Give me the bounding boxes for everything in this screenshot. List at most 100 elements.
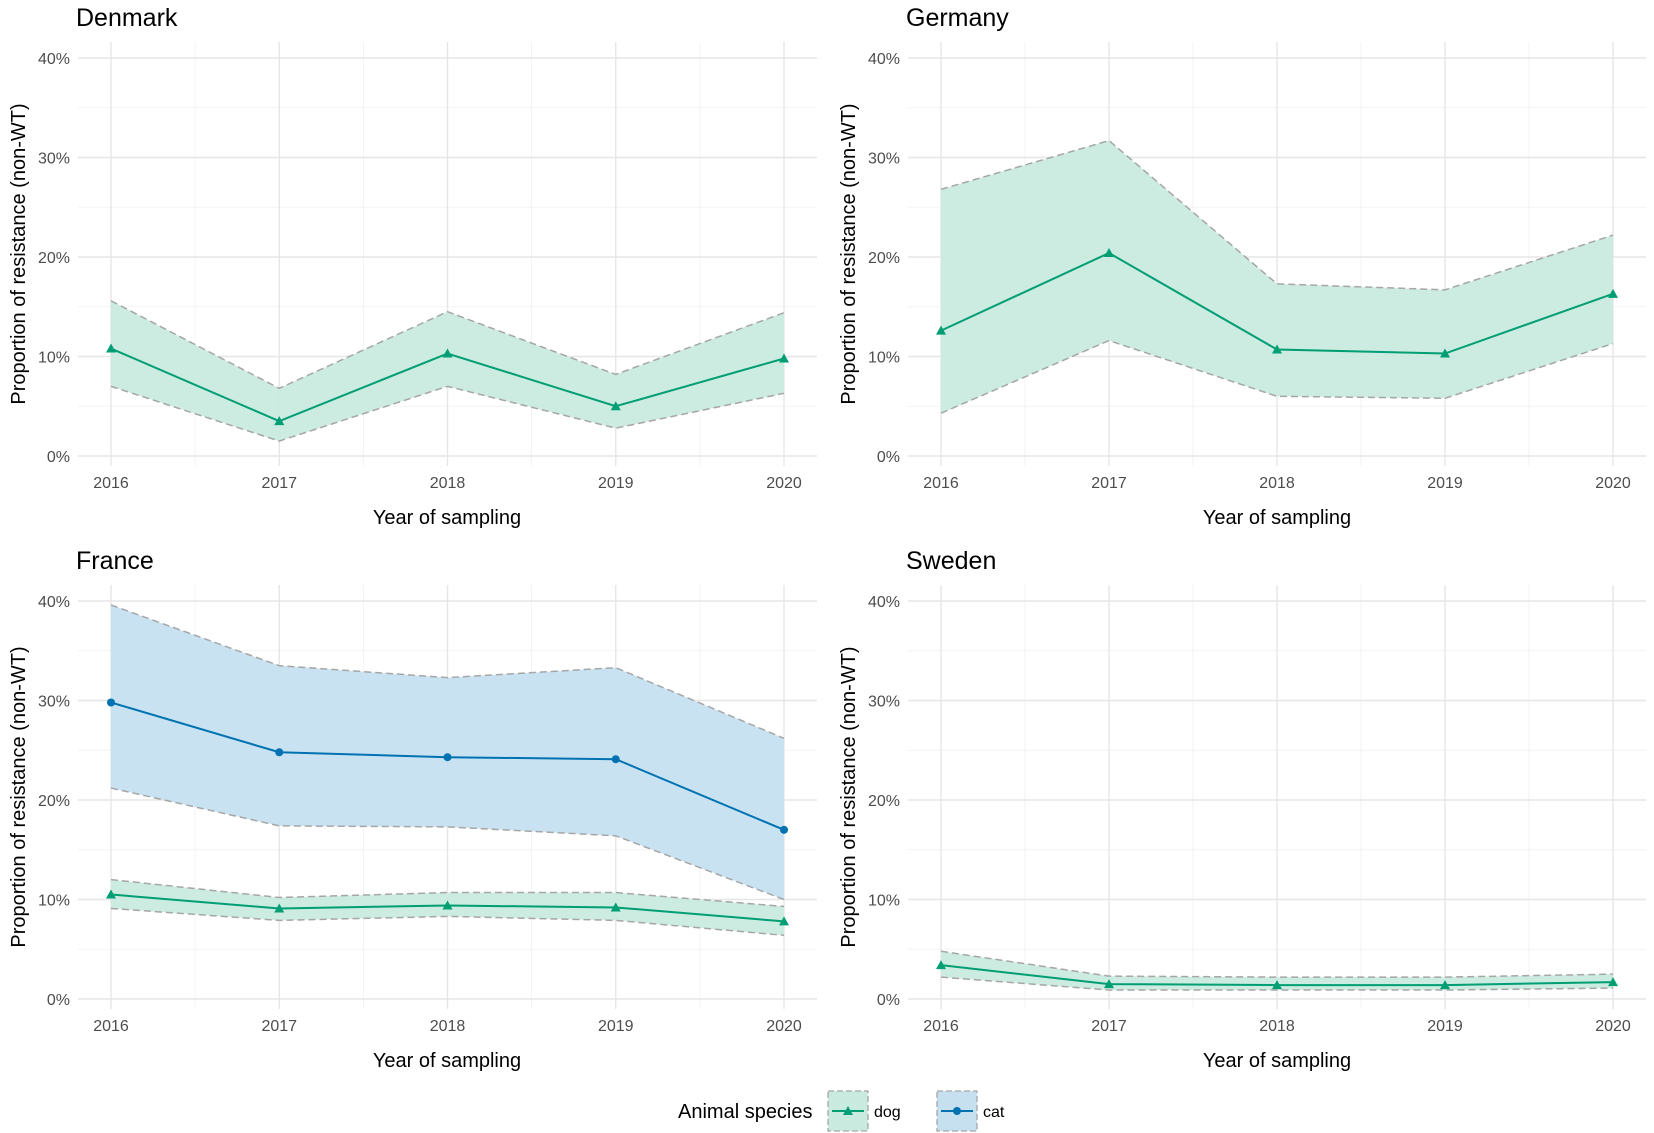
series-dog (936, 950, 1618, 991)
point-cat (780, 825, 788, 834)
point-dog (1440, 980, 1450, 990)
ci-upper-dog (110, 878, 785, 908)
point-dog (106, 889, 116, 899)
ci-upper-cat (110, 604, 785, 740)
series-dog (936, 139, 1618, 414)
x-axis-title: Year of sampling (373, 1050, 521, 1072)
point-cat (275, 748, 284, 757)
y-tick-label: 20% (868, 793, 900, 810)
ci-upper-dog (940, 139, 1614, 291)
legend-title: Animal species (678, 1101, 813, 1123)
x-tick-label: 2016 (93, 475, 129, 492)
ci-upper-dog (940, 950, 1614, 978)
point-dog (1440, 348, 1450, 358)
point-dog (106, 343, 116, 353)
y-tick-label: 30% (38, 694, 70, 711)
x-tick-label: 2016 (93, 1018, 129, 1035)
x-axis-title: Year of sampling (1203, 1050, 1351, 1072)
point-dog (1104, 979, 1114, 989)
y-tick-label: 0% (47, 449, 70, 466)
series-cat (107, 604, 788, 901)
series-dog (106, 878, 789, 937)
point-dog (936, 960, 946, 970)
y-tick-label: 0% (47, 992, 70, 1009)
y-axis-title: Proportion of resistance (non-WT) (8, 646, 30, 947)
y-tick-label: 40% (868, 51, 900, 68)
ci-lower-cat (110, 787, 785, 901)
x-axis-title: Year of sampling (373, 507, 521, 529)
point-dog (442, 900, 453, 910)
y-tick-label: 20% (868, 250, 900, 267)
y-tick-label: 10% (868, 893, 900, 910)
x-tick-label: 2019 (598, 475, 634, 492)
panel-sweden: 0% 10% 20% 30% 40% 2016 2017 2018 2019 2020 Sweden… (838, 547, 1646, 1072)
x-tick-label: 2017 (261, 1018, 297, 1035)
y-axis-title: Proportion of resistance (non-WT) (838, 103, 860, 404)
x-tick-label: 2020 (766, 1018, 802, 1035)
point-cat (611, 755, 620, 764)
point-dog (274, 903, 285, 913)
point-dog (442, 348, 453, 358)
y-tick-label: 0% (877, 449, 900, 466)
ci-upper-dog (110, 300, 785, 390)
point-dog (1608, 288, 1618, 298)
point-dog (1272, 344, 1282, 354)
point-cat (443, 753, 452, 762)
y-tick-label: 10% (868, 350, 900, 367)
ci-ribbon-cat (111, 604, 784, 900)
point-dog (779, 916, 789, 926)
legend-marker-cat (953, 1107, 961, 1115)
ci-lower-dog (110, 907, 785, 937)
legend-item-cat: cat (936, 1090, 1005, 1132)
point-cat (107, 698, 115, 707)
ci-lower-dog (110, 385, 785, 442)
y-tick-label: 10% (38, 893, 70, 910)
x-tick-label: 2016 (923, 1018, 959, 1035)
y-tick-label: 20% (38, 793, 70, 810)
y-axis-title: Proportion of resistance (non-WT) (838, 646, 860, 947)
legend-marker-dog (843, 1106, 853, 1115)
panel-denmark: 0% 10% 20% 30% 40% 2016 2017 2018 2019 2020 Denmar… (8, 4, 817, 529)
y-tick-label: 40% (38, 594, 70, 611)
x-tick-label: 2020 (766, 475, 802, 492)
panel-france: 0% 10% 20% 30% 40% 2016 2017 2018 2019 2020 France… (8, 547, 817, 1072)
point-dog (1272, 980, 1282, 990)
point-dog (779, 353, 789, 363)
panel-title: Denmark (76, 4, 178, 32)
panel-title: Sweden (906, 547, 996, 575)
x-tick-label: 2018 (430, 475, 466, 492)
x-tick-label: 2019 (1427, 1018, 1463, 1035)
y-tick-label: 30% (868, 694, 900, 711)
y-tick-label: 0% (877, 992, 900, 1009)
y-tick-label: 30% (38, 151, 70, 168)
panel-germany: 0% 10% 20% 30% 40% 2016 2017 2018 2019 2020 German… (838, 4, 1646, 529)
x-tick-label: 2020 (1595, 1018, 1631, 1035)
x-tick-label: 2016 (923, 475, 959, 492)
legend-label-dog: dog (874, 1104, 901, 1121)
legend-item-dog: dog (827, 1090, 901, 1132)
legend-label-cat: cat (983, 1104, 1005, 1121)
x-tick-label: 2018 (1259, 475, 1295, 492)
ci-lower-dog (940, 976, 1614, 991)
x-tick-label: 2020 (1595, 475, 1631, 492)
x-tick-label: 2017 (1091, 475, 1127, 492)
y-tick-label: 40% (38, 51, 70, 68)
point-dog (936, 325, 946, 335)
x-tick-label: 2018 (430, 1018, 466, 1035)
x-tick-label: 2017 (1091, 1018, 1127, 1035)
ci-ribbon-dog (941, 140, 1613, 414)
point-dog (610, 401, 621, 411)
y-tick-label: 20% (38, 250, 70, 267)
y-tick-label: 40% (868, 594, 900, 611)
y-axis-title: Proportion of resistance (non-WT) (8, 103, 30, 404)
panel-title: Germany (906, 4, 1009, 32)
x-tick-label: 2018 (1259, 1018, 1295, 1035)
point-dog (610, 902, 621, 912)
panel-title: France (76, 547, 154, 575)
y-tick-label: 10% (38, 350, 70, 367)
panels-container: 0% 10% 20% 30% 40% 2016 2017 2018 2019 2020 Denmar… (8, 4, 1646, 1072)
point-dog (1608, 977, 1618, 987)
ci-lower-dog (940, 339, 1614, 414)
grid (78, 42, 817, 466)
